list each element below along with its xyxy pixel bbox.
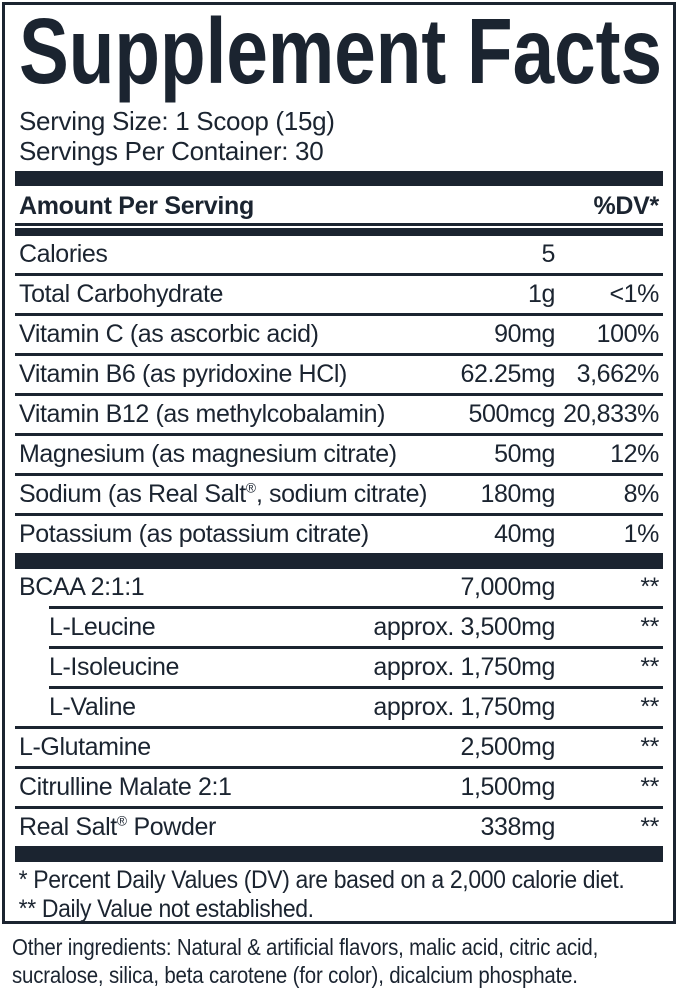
header-rule-thin: [15, 223, 663, 226]
nutrient-amount: 338mg: [480, 813, 556, 841]
row-divider: [15, 433, 663, 436]
row-divider: [15, 806, 663, 809]
row-divider: [15, 353, 663, 356]
serving-info: Serving Size: 1 Scoop (15g) Servings Per…: [15, 106, 663, 166]
nutrient-amount: 90mg: [494, 320, 555, 348]
nutrient-amount: approx. 3,500mg: [373, 613, 555, 641]
row-divider: [15, 393, 663, 396]
nutrient-dv: 1%: [623, 520, 660, 548]
nutrient-name: Total Carbohydrate: [19, 280, 224, 308]
serving-size: Serving Size: 1 Scoop (15g): [19, 106, 335, 136]
nutrient-dv: <1%: [609, 280, 659, 308]
nutrient-rows: Calories 5 Total Carbohydrate 1g <1% Vitamin …: [15, 236, 663, 553]
header-rule-thick: [15, 228, 663, 236]
thick-separator-bottom: [15, 846, 663, 862]
nutrient-dv: **: [640, 573, 659, 601]
row-divider: [49, 686, 663, 689]
row-divider: [15, 766, 663, 769]
nutrient-name: Real Salt® Powder: [19, 813, 216, 841]
nutrient-amount: 7,000mg: [460, 573, 556, 601]
footnotes: * Percent Daily Values (DV) are based on…: [15, 862, 673, 923]
table-row: L-Valine approx. 1,750mg **: [15, 689, 663, 726]
table-row: Citrulline Malate 2:1 1,500mg **: [15, 769, 663, 806]
nutrient-name: BCAA 2:1:1: [19, 573, 145, 601]
row-divider: [15, 513, 663, 516]
row-divider: [15, 726, 663, 729]
footnote-line: ** Daily Value not established.: [18, 895, 314, 923]
thick-separator-middle: [15, 553, 663, 569]
row-divider: [49, 606, 663, 609]
nutrient-dv: 20,833%: [563, 400, 659, 428]
row-divider: [15, 313, 663, 316]
nutrient-amount: approx. 1,750mg: [373, 653, 555, 681]
other-ingredients-line: sucralose, silica, beta carotene (for co…: [12, 962, 578, 988]
blend-rows: BCAA 2:1:1 7,000mg ** L-Leucine approx. 3,50…: [15, 569, 663, 846]
row-divider: [15, 473, 663, 476]
nutrient-amount: 1,500mg: [460, 773, 556, 801]
nutrient-amount: 1g: [527, 280, 555, 308]
row-divider: [49, 646, 663, 649]
nutrient-name: Calories: [19, 240, 108, 268]
panel-title: Supplement Facts: [19, 11, 662, 103]
nutrient-amount: 5: [541, 240, 555, 268]
nutrient-amount: 40mg: [494, 520, 555, 548]
table-row: Total Carbohydrate 1g <1%: [15, 276, 663, 313]
nutrient-amount: 2,500mg: [460, 733, 556, 761]
other-ingredients: Other ingredients: Natural & artificial …: [12, 933, 671, 989]
nutrient-dv: 100%: [596, 320, 660, 348]
nutrient-name: Citrulline Malate 2:1: [19, 773, 232, 801]
table-row: Vitamin B12 (as methylcobalamin) 500mcg 20…: [15, 396, 663, 433]
table-row: L-Isoleucine approx. 1,750mg **: [15, 649, 663, 686]
nutrient-dv: **: [640, 693, 659, 721]
table-row: Vitamin C (as ascorbic acid) 90mg 100%: [15, 316, 663, 353]
table-header: Amount Per Serving %DV*: [15, 189, 663, 223]
nutrient-dv: **: [640, 733, 659, 761]
nutrient-name: Potassium (as potassium citrate): [19, 520, 369, 548]
nutrient-dv: 3,662%: [576, 360, 660, 388]
table-row: Calories 5: [15, 236, 663, 273]
table-row: L-Leucine approx. 3,500mg **: [15, 609, 663, 646]
panel-title-text: Supplement Facts: [19, 11, 662, 103]
nutrient-dv: **: [640, 813, 659, 841]
nutrient-name: L-Valine: [49, 693, 136, 721]
nutrient-dv: **: [640, 613, 659, 641]
nutrient-name: L-Glutamine: [19, 733, 151, 761]
table-row: Potassium (as potassium citrate) 40mg 1%: [15, 516, 663, 553]
nutrient-dv: 8%: [623, 480, 660, 508]
supplement-facts-panel: Supplement Facts Serving Size: 1 Scoop (…: [2, 2, 676, 924]
nutrient-name: Vitamin B12 (as methylcobalamin): [19, 400, 386, 428]
nutrient-dv: **: [640, 653, 659, 681]
dv-header: %DV*: [593, 191, 660, 220]
row-divider: [15, 273, 663, 276]
nutrient-name: Vitamin B6 (as pyridoxine HCl): [19, 360, 347, 388]
table-row: Real Salt® Powder 338mg **: [15, 809, 663, 846]
nutrient-dv: 12%: [610, 440, 659, 468]
table-row: Magnesium (as magnesium citrate) 50mg 12%: [15, 436, 663, 473]
nutrient-name: L-Leucine: [49, 613, 156, 641]
table-row: L-Glutamine 2,500mg **: [15, 729, 663, 766]
nutrient-amount: 50mg: [494, 440, 555, 468]
nutrient-amount: approx. 1,750mg: [373, 693, 555, 721]
nutrient-amount: 180mg: [480, 480, 556, 508]
nutrient-amount: 62.25mg: [460, 360, 556, 388]
nutrient-name: Magnesium (as magnesium citrate): [19, 440, 397, 468]
registered-mark: ®: [245, 480, 256, 496]
nutrient-dv: **: [640, 773, 659, 801]
thick-separator-top: [15, 171, 663, 186]
nutrient-amount: 500mcg: [468, 400, 555, 428]
registered-mark: ®: [116, 813, 127, 829]
nutrient-name: Vitamin C (as ascorbic acid): [19, 320, 319, 348]
other-ingredients-line: Other ingredients: Natural & artificial …: [12, 934, 599, 960]
nutrient-name: L-Isoleucine: [49, 653, 180, 681]
servings-per-container: Servings Per Container: 30: [19, 136, 324, 166]
table-row: Sodium (as Real Salt®, sodium citrate) 18…: [15, 476, 663, 513]
amount-per-serving-header: Amount Per Serving: [19, 191, 254, 220]
nutrient-name: Sodium (as Real Salt®, sodium citrate): [19, 480, 428, 508]
footnote-line: * Percent Daily Values (DV) are based on…: [18, 866, 625, 894]
table-row: BCAA 2:1:1 7,000mg **: [15, 569, 663, 606]
table-row: Vitamin B6 (as pyridoxine HCl) 62.25mg 3,6…: [15, 356, 663, 393]
